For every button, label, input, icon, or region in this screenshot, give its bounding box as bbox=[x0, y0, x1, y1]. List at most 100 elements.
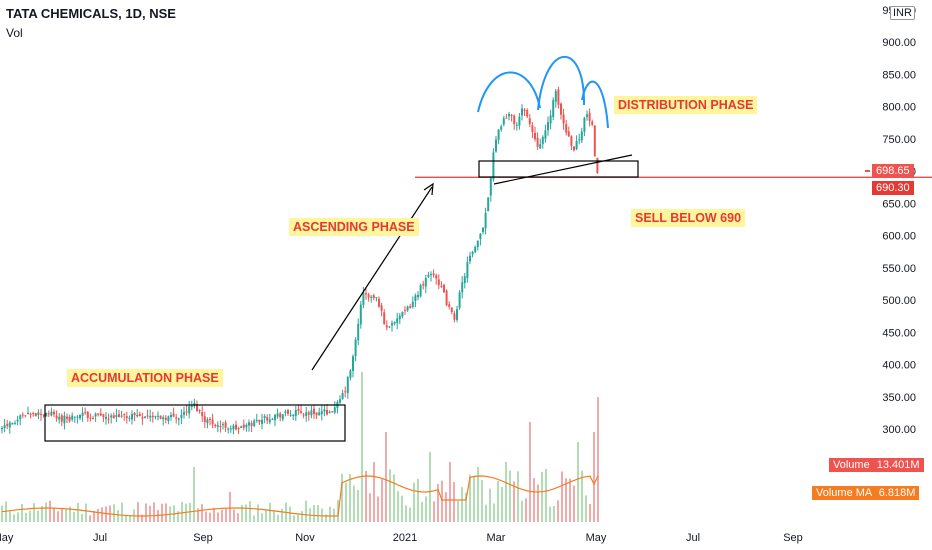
candle-body bbox=[476, 240, 479, 248]
candle-body bbox=[497, 129, 500, 141]
candle-body bbox=[29, 413, 32, 415]
candle-body bbox=[45, 412, 48, 417]
candle-body bbox=[110, 415, 113, 418]
candle-body bbox=[591, 121, 594, 125]
candle-body bbox=[58, 416, 61, 420]
right-shoulder-arc bbox=[581, 80, 609, 129]
candle-body bbox=[149, 415, 152, 418]
volume-bar bbox=[229, 492, 231, 522]
candle-body bbox=[315, 412, 318, 416]
candle-body bbox=[279, 413, 282, 418]
candle-body bbox=[157, 415, 159, 417]
time-tick-label: May bbox=[0, 532, 14, 544]
candle-body bbox=[432, 273, 435, 276]
currency-badge[interactable]: INR bbox=[890, 6, 915, 20]
volume-bar bbox=[189, 502, 191, 522]
price-tick-label: 800.00 bbox=[882, 102, 916, 114]
candle-body bbox=[313, 408, 315, 414]
volume-bar bbox=[157, 510, 159, 522]
candle-body bbox=[190, 406, 193, 408]
candle-body bbox=[297, 408, 300, 411]
candle-body bbox=[112, 415, 115, 419]
candle-body bbox=[567, 131, 570, 137]
candle-body bbox=[120, 415, 123, 417]
candle-body bbox=[409, 306, 412, 308]
volume-bar bbox=[253, 515, 255, 522]
volume-bar bbox=[65, 508, 67, 522]
candle-body bbox=[370, 296, 373, 298]
volume-legend-name: Volume bbox=[833, 459, 870, 471]
candle-body bbox=[219, 425, 222, 427]
candle-body bbox=[367, 294, 370, 298]
candle-body bbox=[105, 416, 107, 419]
volume-legend-value: 13.401M bbox=[876, 459, 920, 471]
volume-bar bbox=[145, 503, 147, 522]
candle-body bbox=[102, 414, 105, 418]
volume-bar bbox=[93, 510, 95, 522]
volume-bar bbox=[37, 510, 39, 522]
candle-body bbox=[326, 409, 328, 415]
volume-bar bbox=[481, 480, 483, 522]
volume-bar bbox=[553, 505, 555, 522]
candle-body bbox=[11, 422, 14, 425]
candle-body bbox=[508, 113, 510, 117]
candle-body bbox=[94, 413, 97, 417]
volume-bar bbox=[421, 502, 423, 522]
candle-body bbox=[3, 425, 6, 429]
volume-bar bbox=[213, 507, 215, 522]
candle-body bbox=[466, 262, 469, 279]
candle-body bbox=[453, 313, 456, 320]
candle-body bbox=[167, 416, 170, 421]
candle-body bbox=[185, 411, 188, 413]
candle-body bbox=[583, 117, 586, 132]
candle-body bbox=[123, 413, 126, 415]
volume-bar bbox=[561, 471, 563, 522]
candle-body bbox=[175, 417, 178, 419]
candle-body bbox=[55, 415, 58, 419]
candle-body bbox=[6, 423, 9, 426]
candle-body bbox=[305, 412, 308, 417]
candle-body bbox=[183, 412, 185, 415]
candle-body bbox=[378, 298, 380, 307]
volume-ma-legend-value: 6.818M bbox=[878, 487, 916, 499]
volume-bar bbox=[517, 471, 519, 522]
candle-body bbox=[393, 322, 396, 324]
candle-body bbox=[479, 233, 482, 240]
candle-body bbox=[549, 115, 552, 124]
candle-body bbox=[419, 285, 422, 297]
candle-body bbox=[16, 419, 19, 422]
candle-body bbox=[250, 423, 253, 426]
volume-bar bbox=[525, 498, 527, 522]
volume-bar bbox=[497, 480, 499, 522]
volume-bar bbox=[237, 513, 239, 522]
candle-body bbox=[474, 246, 477, 253]
candle-body bbox=[40, 413, 42, 415]
candle-body bbox=[53, 411, 55, 415]
candle-body bbox=[331, 411, 334, 413]
candle-body bbox=[274, 415, 276, 421]
candle-body bbox=[375, 297, 378, 299]
candle-body bbox=[411, 301, 414, 308]
candle-body bbox=[21, 414, 24, 416]
candle-body bbox=[448, 304, 451, 307]
volume-bar bbox=[489, 488, 491, 522]
candle-body bbox=[323, 409, 326, 412]
volume-bar bbox=[221, 509, 223, 522]
candle-body bbox=[463, 276, 466, 284]
sell-label: SELL BELOW 690 bbox=[631, 209, 746, 227]
candle-body bbox=[487, 197, 490, 212]
candle-body bbox=[365, 293, 367, 295]
volume-bar bbox=[385, 432, 387, 522]
candle-body bbox=[515, 124, 518, 126]
price-tick-label: 300.00 bbox=[882, 424, 916, 436]
volume-bar bbox=[397, 491, 399, 522]
candle-body bbox=[339, 399, 341, 403]
candle-body bbox=[437, 279, 440, 286]
candle-body bbox=[341, 393, 344, 399]
volume-bar bbox=[17, 512, 19, 522]
volume-bar bbox=[393, 474, 395, 522]
candle-body bbox=[118, 414, 120, 417]
candle-body bbox=[422, 283, 425, 286]
time-tick-label: Jul bbox=[93, 532, 107, 544]
